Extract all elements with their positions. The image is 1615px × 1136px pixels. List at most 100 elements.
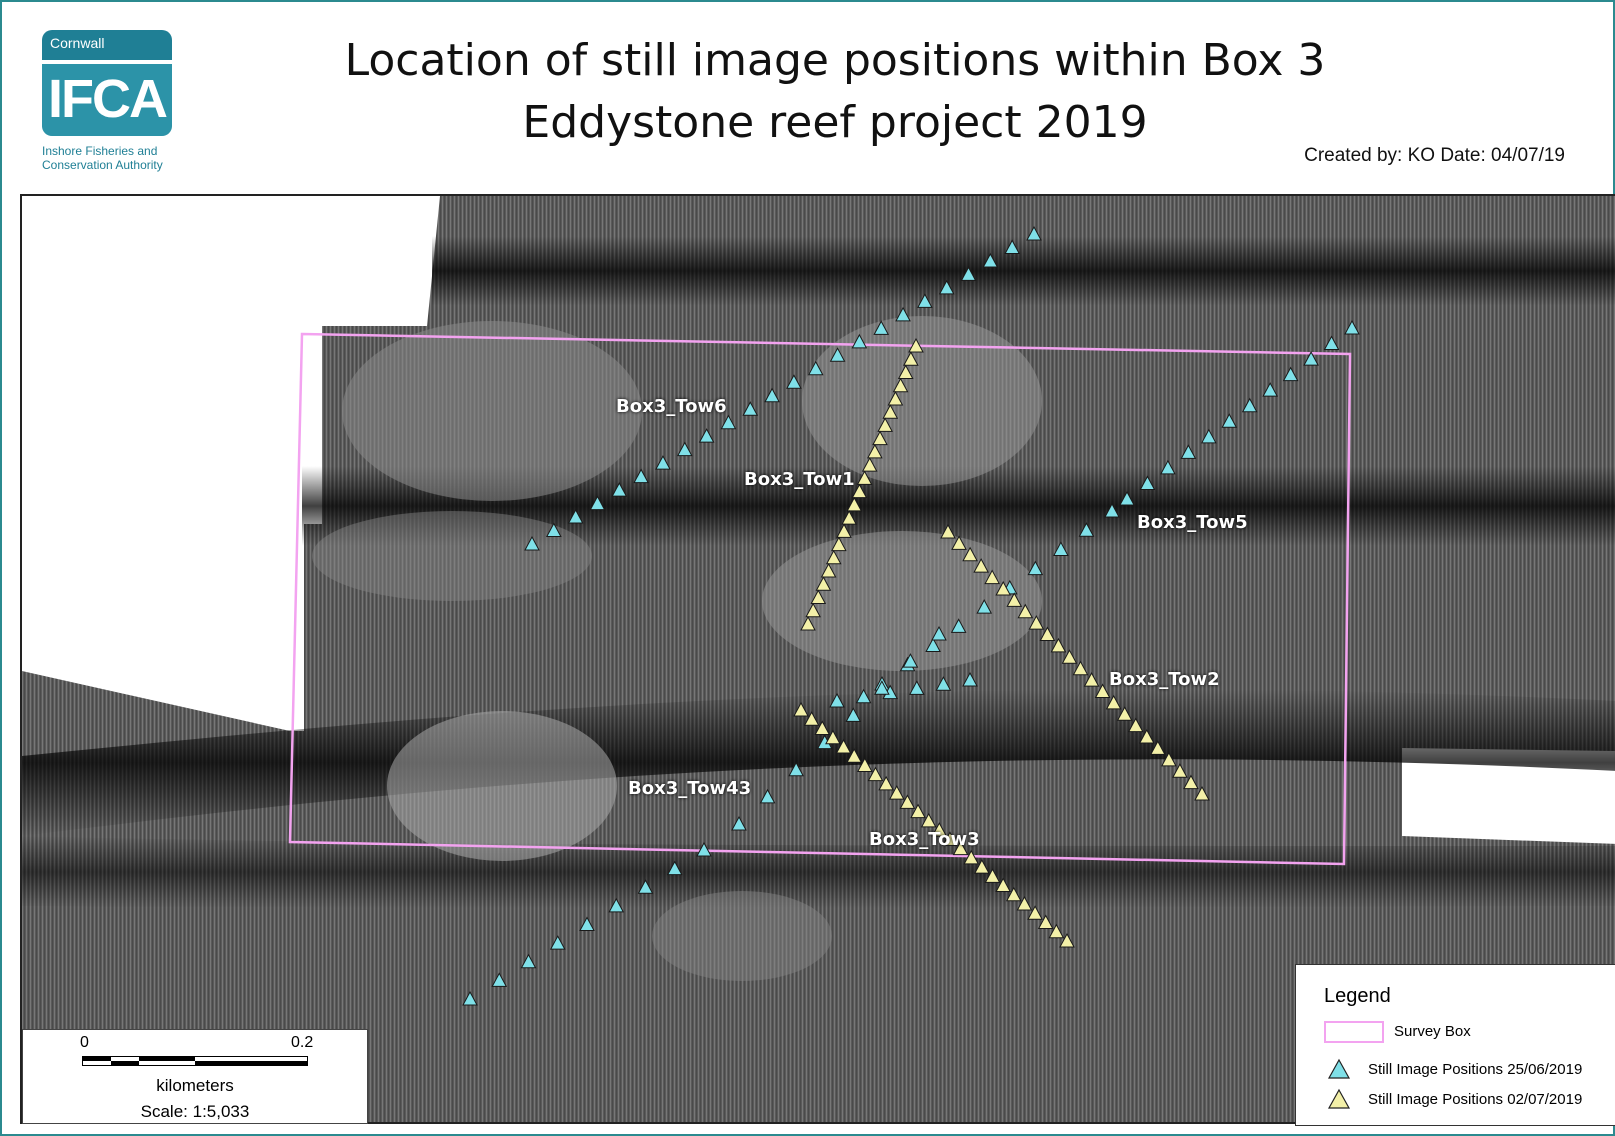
- still-image-marker: [1016, 895, 1033, 911]
- scale-bar: [82, 1056, 308, 1066]
- still-image-marker: [846, 748, 863, 763]
- still-image-marker: [807, 360, 824, 376]
- still-image-marker: [925, 637, 941, 653]
- still-image-marker: [1139, 475, 1156, 490]
- legend-label: Still Image Positions 02/07/2019: [1368, 1091, 1583, 1108]
- still-image-marker: [903, 351, 919, 366]
- still-image-marker: [829, 347, 846, 362]
- still-image-marker: [1323, 335, 1340, 351]
- still-image-marker: [825, 549, 842, 565]
- still-image-marker: [676, 441, 693, 457]
- still-image-marker: [1053, 541, 1069, 556]
- still-image-marker: [942, 831, 958, 846]
- cyan-triangle-icon: [1327, 1058, 1351, 1079]
- still-image-marker: [462, 990, 478, 1006]
- still-image-marker: [805, 602, 821, 618]
- ifca-logo: Cornwall IFCA Inshore Fisheries and Cons…: [42, 30, 174, 172]
- still-image-marker: [982, 252, 999, 268]
- still-image-marker: [836, 523, 852, 538]
- still-image-marker: [867, 443, 883, 459]
- logo-subtitle-line1: Inshore Fisheries and: [42, 144, 158, 158]
- map-title-line2: Eddystone reef project 2019: [522, 97, 1148, 148]
- scale-bar-box: 0 0.2 kilometers Scale: 1:5,033: [22, 1029, 368, 1124]
- still-image-marker: [491, 972, 508, 987]
- legend-item-positions-0207: Still Image Positions 02/07/2019: [1296, 1087, 1615, 1115]
- still-image-marker: [731, 815, 747, 831]
- still-image-marker: [788, 761, 804, 777]
- still-image-marker: [973, 558, 989, 573]
- still-image-marker: [720, 414, 737, 430]
- still-image-marker: [1048, 923, 1065, 939]
- still-image-marker: [696, 841, 712, 857]
- still-image-marker: [549, 935, 566, 950]
- still-image-marker: [803, 711, 820, 726]
- logo-top-text: Cornwall: [50, 35, 105, 51]
- tow-label-tow3: Box3_Tow3: [869, 829, 980, 850]
- still-image-marker: [995, 580, 1012, 596]
- legend-label: Still Image Positions 25/06/2019: [1368, 1061, 1583, 1078]
- still-image-marker: [931, 625, 947, 641]
- still-image-marker: [908, 337, 924, 353]
- still-image-positions: [462, 225, 1360, 1006]
- still-image-marker: [1104, 502, 1120, 518]
- still-image-marker: [861, 457, 878, 472]
- still-image-marker: [545, 522, 562, 538]
- still-image-marker: [1017, 603, 1034, 619]
- still-image-marker: [1183, 774, 1199, 790]
- still-image-marker: [908, 680, 925, 695]
- tow-label-tow1: Box3_Tow1: [744, 469, 855, 490]
- still-image-marker: [857, 757, 873, 772]
- still-image-marker: [902, 653, 919, 668]
- still-image-marker: [1262, 382, 1279, 397]
- legend-item-survey-box: Survey Box: [1296, 1019, 1615, 1047]
- still-image-marker: [874, 680, 890, 695]
- still-image-marker: [851, 483, 868, 499]
- still-image-marker: [829, 692, 845, 708]
- still-image-marker: [1160, 459, 1176, 475]
- still-image-marker: [984, 868, 1001, 883]
- still-image-marker: [524, 535, 540, 551]
- scale-ratio-label: Scale: 1:5,033: [140, 1102, 250, 1121]
- still-image-marker: [800, 615, 816, 631]
- still-image-marker: [579, 916, 595, 931]
- tow-label-tow5: Box3_Tow5: [1137, 512, 1248, 533]
- still-image-marker: [1094, 683, 1111, 698]
- still-image-marker: [1059, 932, 1075, 948]
- still-image-marker: [1344, 319, 1360, 335]
- still-image-marker: [1072, 660, 1089, 676]
- still-image-marker: [1149, 740, 1166, 755]
- still-image-marker: [820, 562, 837, 578]
- still-image-marker: [835, 738, 852, 754]
- still-image-marker: [786, 374, 802, 389]
- still-image-marker: [633, 468, 649, 484]
- still-image-marker: [976, 599, 993, 614]
- still-image-marker: [951, 535, 967, 550]
- still-image-marker: [960, 266, 977, 281]
- tow-label-tow6: Box3_Tow6: [616, 396, 727, 417]
- still-image-marker: [845, 707, 862, 722]
- still-image-marker: [810, 589, 827, 605]
- survey-box-swatch: [1324, 1021, 1384, 1043]
- still-image-marker: [851, 333, 868, 349]
- still-image-marker: [666, 860, 683, 876]
- still-image-marker: [855, 688, 872, 704]
- map-title-line1: Location of still image positions within…: [344, 35, 1326, 86]
- still-image-marker: [895, 306, 911, 322]
- still-image-marker: [841, 510, 857, 525]
- still-image-marker: [940, 523, 956, 539]
- still-image-marker: [1200, 428, 1217, 444]
- still-image-marker: [1028, 615, 1045, 630]
- still-image-marker: [742, 401, 759, 416]
- still-image-marker: [611, 482, 628, 497]
- still-image-marker: [1027, 560, 1044, 576]
- still-image-marker: [882, 404, 899, 419]
- still-image-marker: [608, 897, 625, 913]
- still-image-marker: [1161, 751, 1177, 767]
- still-image-marker: [1039, 626, 1056, 642]
- still-image-marker: [952, 840, 969, 856]
- still-image-marker: [935, 676, 952, 691]
- still-image-marker: [1138, 728, 1155, 744]
- still-image-marker: [1127, 717, 1144, 733]
- still-image-marker: [917, 293, 933, 308]
- still-image-marker: [815, 576, 832, 591]
